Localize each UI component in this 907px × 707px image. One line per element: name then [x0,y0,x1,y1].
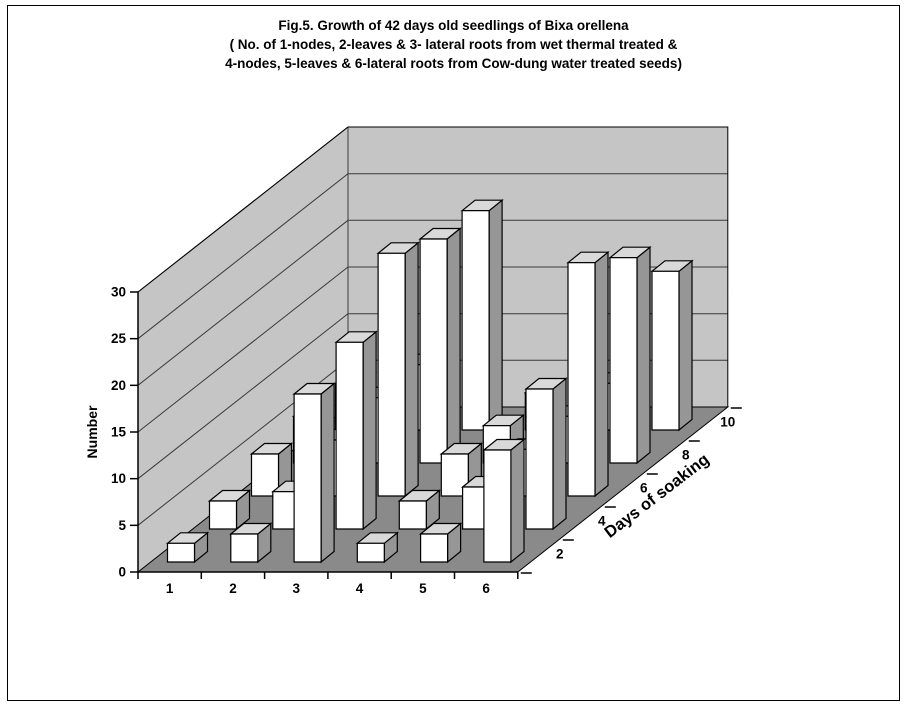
bar-front-face [651,270,680,431]
bar-front-face [440,453,469,497]
chart-title-line3: 4-nodes, 5-leaves & 6-lateral roots from… [225,56,682,71]
bar-front-face [250,453,280,497]
chart-title-line2: ( No. of 1-nodes, 2-leaves & 3- lateral … [229,37,678,52]
wall-outline [137,126,729,407]
bar-front-face [567,262,596,497]
y-tick-label: 5 [118,518,126,533]
bar-side-face [552,377,567,531]
chart-title-line1: Fig.5. Growth of 42 days old seedlings o… [278,18,629,33]
category-tick-label: 4 [356,581,364,596]
bar-side-face [594,250,609,498]
bar-side-face [320,382,335,564]
bar-front-face [377,252,406,497]
y-tick-label: 30 [111,285,126,300]
bar-side-face [362,330,377,531]
bar-side-face [636,245,651,465]
bar-side-face [510,438,525,564]
bar-front-face [356,542,385,563]
depth-tick-label: 6 [640,481,648,496]
category-tick-label: 6 [482,581,490,596]
depth-tick-label: 8 [682,448,690,463]
bar-front-face [461,210,490,431]
y-tick-label: 0 [118,565,126,580]
category-tick-label: 3 [292,581,300,596]
bar-front-face [609,257,638,464]
bar-front-face [420,533,449,563]
bar-front-face [166,542,196,563]
depth-tick-label: 4 [598,514,606,529]
y-tick-label: 25 [111,331,127,346]
y-tick-label: 10 [111,471,126,486]
bar-front-face [525,388,554,530]
category-tick-label: 1 [166,581,174,596]
bar-front-face [398,500,427,530]
bar-side-face [446,227,461,465]
chart-title: Fig.5. Growth of 42 days old seedlings o… [0,16,907,73]
depth-tick-label: 10 [720,415,735,430]
y-axis-title: Number [84,405,100,458]
bar-front-face [335,341,364,530]
y-tick-label: 20 [111,378,126,393]
category-tick-label: 2 [229,581,237,596]
y-tick-label: 15 [111,425,127,440]
bar-front-face [230,533,259,563]
bar-side-face [404,241,419,498]
bar-front-face [483,449,512,563]
bar-front-face [208,500,238,530]
bar-side-face [678,259,693,432]
category-tick-label: 5 [419,581,427,596]
bar-front-face [419,238,448,464]
bar-front-face [293,393,322,563]
bar-side-face [488,198,503,432]
depth-tick-label: 2 [556,547,564,562]
figure-border [7,5,900,701]
